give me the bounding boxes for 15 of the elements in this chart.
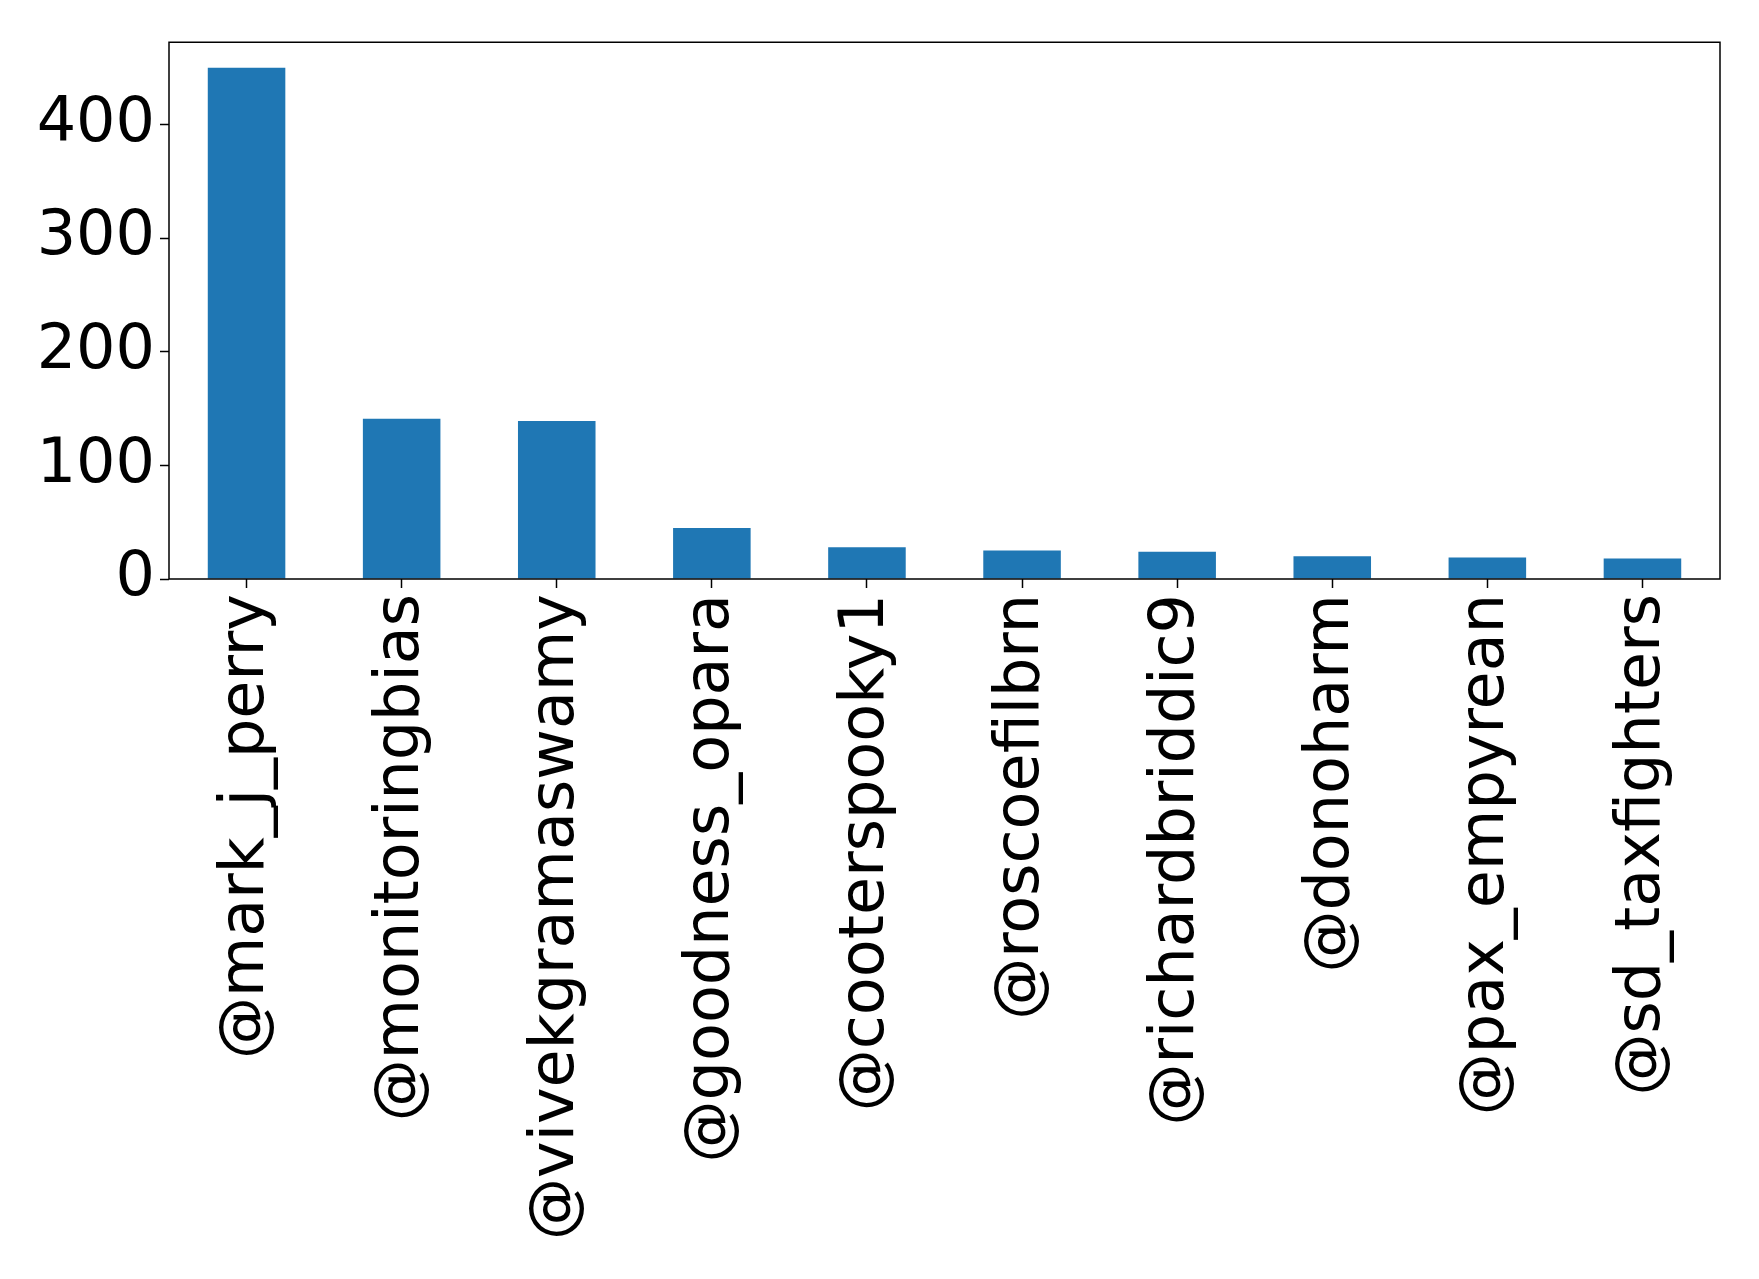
x-tick-label: @richardbriddic9: [1135, 594, 1209, 1126]
x-tick-label: @vivekgramaswamy: [514, 594, 588, 1240]
x-tick-label: @cooterspooky1: [825, 594, 899, 1112]
x-tick-label: @goodness_opara: [669, 594, 743, 1163]
x-tick-label: @roscoefilbrn: [980, 594, 1054, 1020]
x-tick-label: @mark_j_perry: [204, 594, 278, 1060]
y-tick-label: 300: [36, 196, 155, 270]
x-tick-label: @pax_empyrean: [1445, 594, 1519, 1116]
y-tick-label: 200: [36, 309, 155, 383]
y-tick-label: 400: [36, 82, 155, 156]
y-tick-label: 100: [36, 423, 155, 497]
x-tick-label: @monitoringbias: [359, 594, 433, 1122]
x-tick-label: @sd_taxfighters: [1600, 594, 1674, 1096]
x-tick-label: @donoharm: [1290, 594, 1364, 973]
y-tick-label: 0: [115, 537, 155, 611]
